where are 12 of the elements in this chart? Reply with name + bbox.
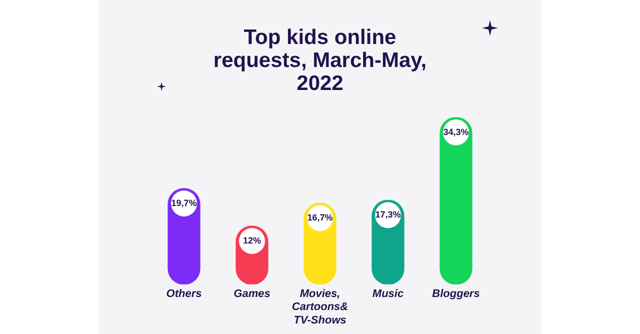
data-label: 17,3%	[375, 210, 401, 220]
bar	[440, 117, 472, 284]
x-tick-label: Others	[166, 288, 202, 300]
x-tick-label: Music	[372, 288, 404, 300]
x-tick-label: Games	[234, 288, 270, 300]
data-label: 19,7%	[171, 198, 197, 208]
data-label: 16,7%	[307, 212, 333, 223]
x-tick-label: Movies, Cartoons& TV-Shows	[292, 288, 348, 326]
data-label: 12%	[242, 235, 262, 246]
chart-title: Top kids online requests, March-May, 2022	[212, 26, 428, 95]
x-tick-label: Bloggers	[432, 288, 480, 300]
data-label: 34,3%	[443, 126, 469, 137]
